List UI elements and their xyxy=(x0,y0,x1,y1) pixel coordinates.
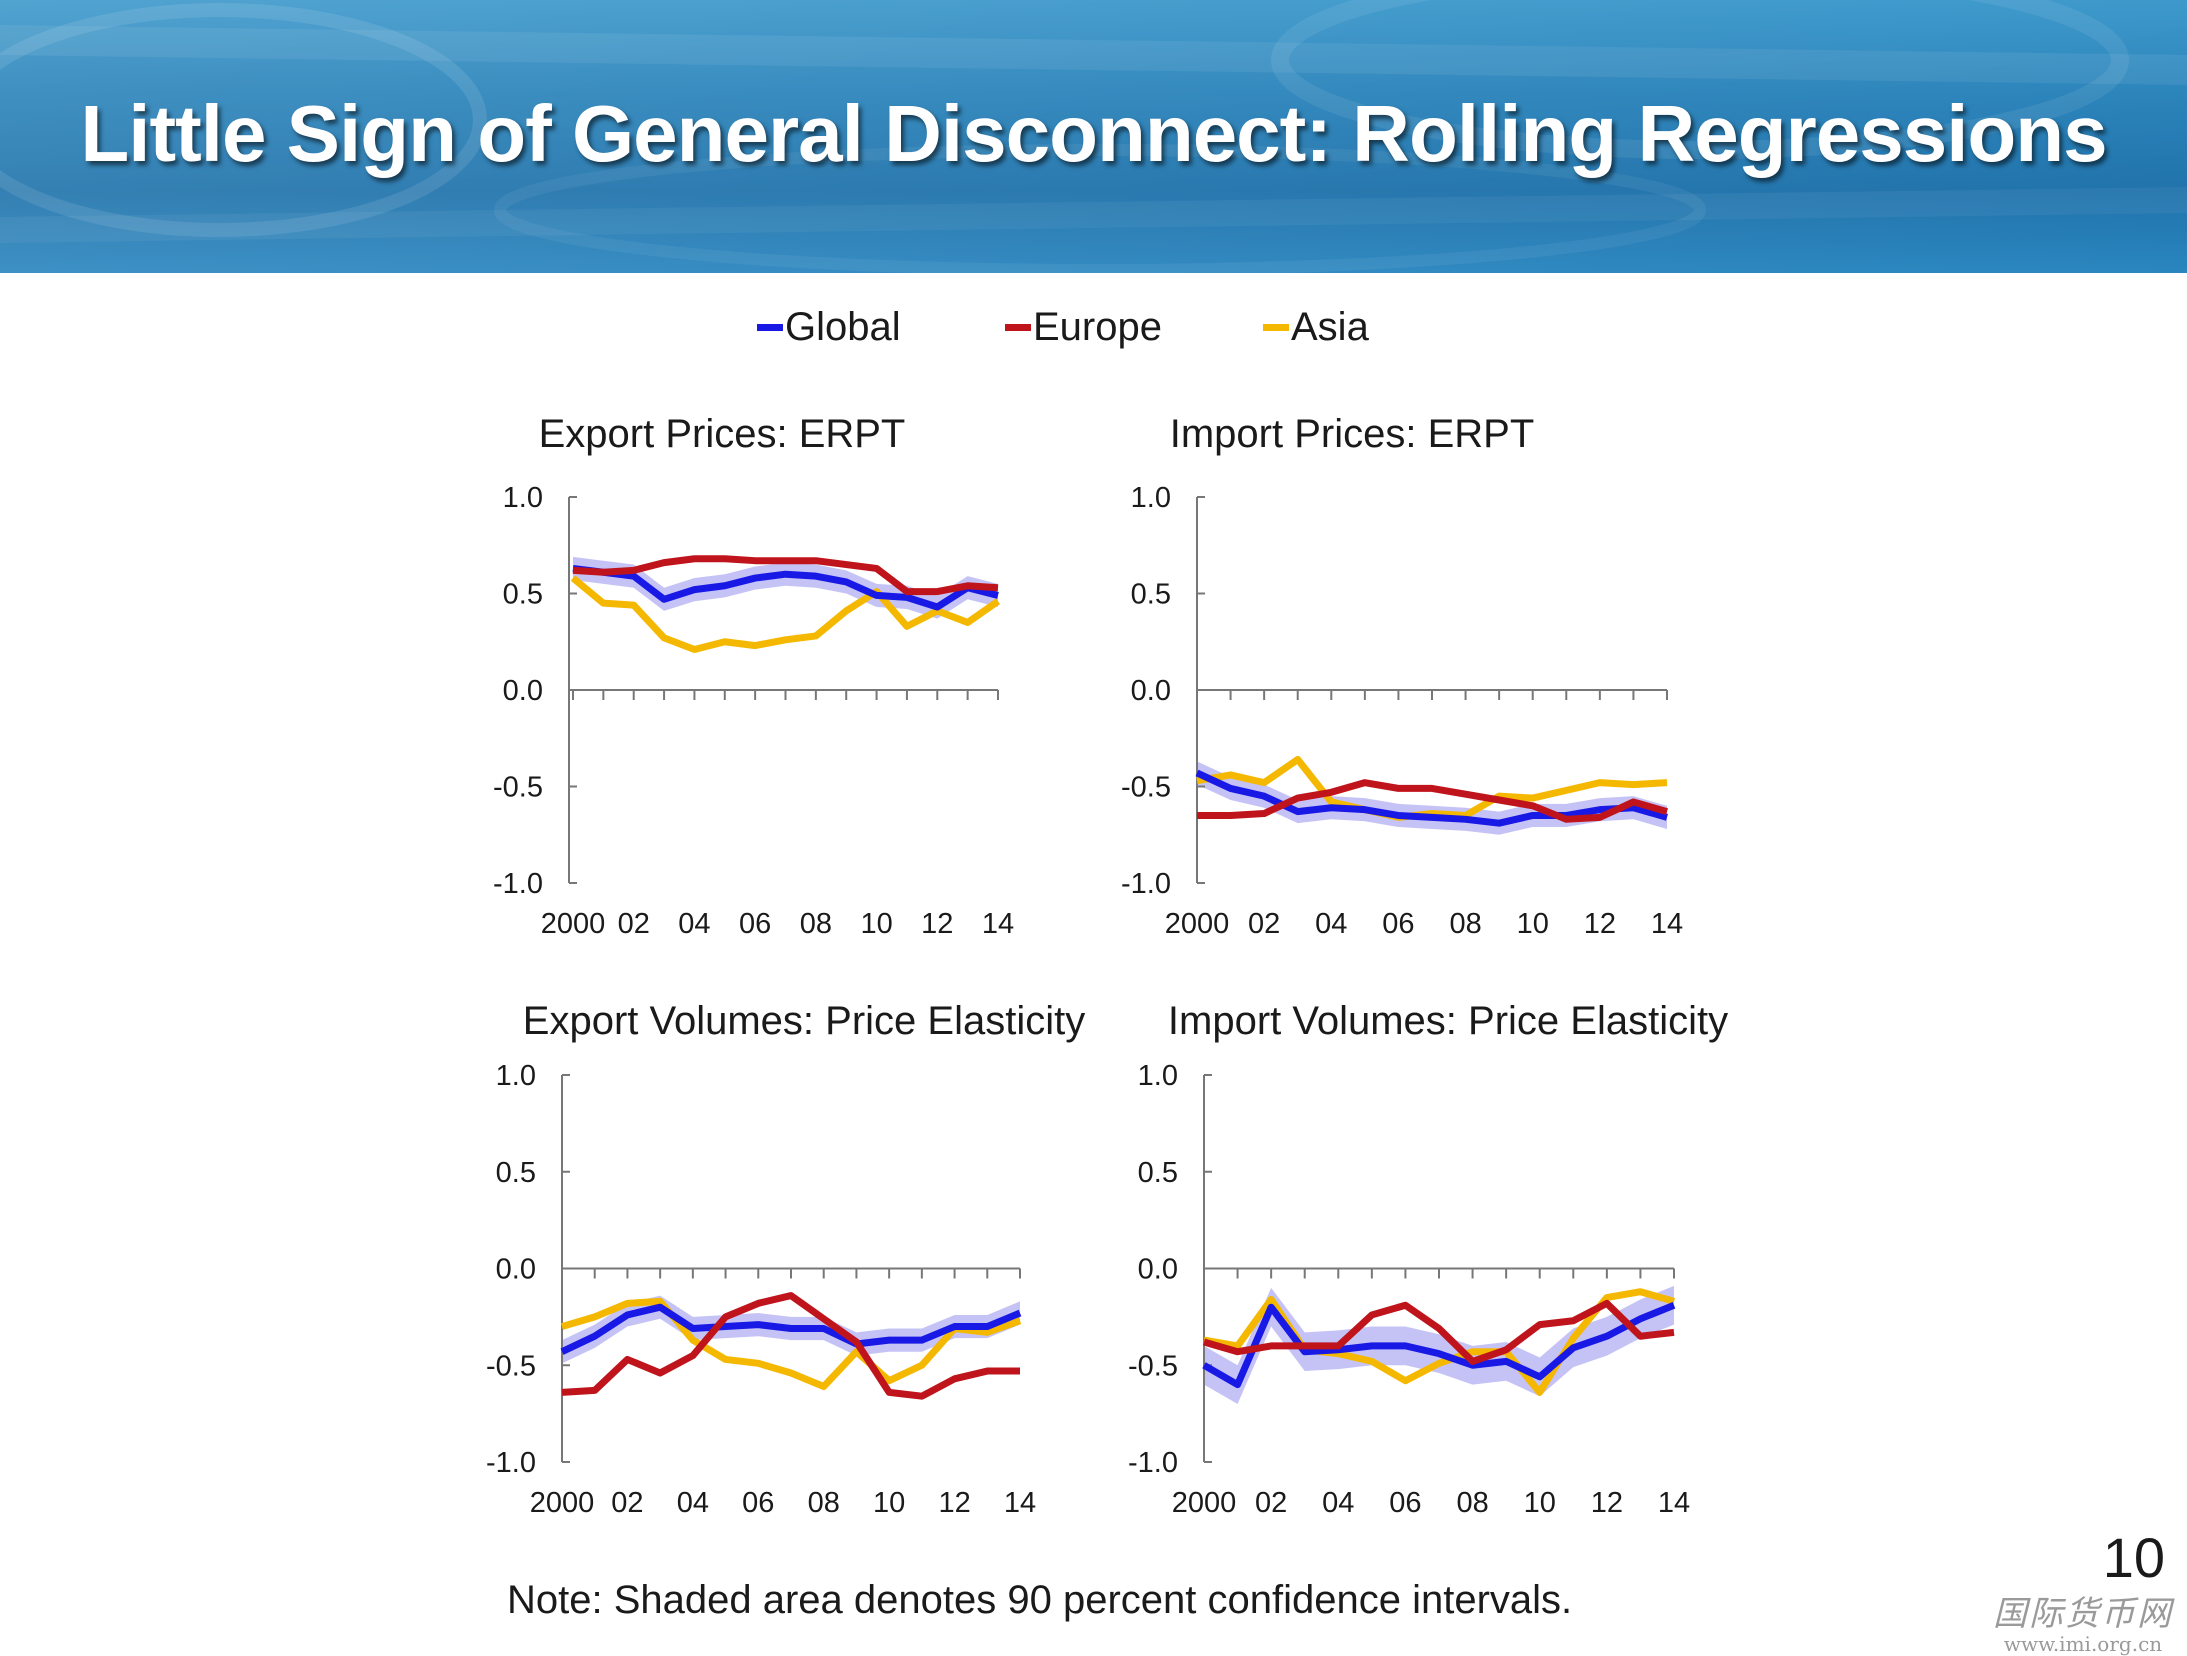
export-volumes-x-tick-label: 10 xyxy=(873,1487,905,1519)
export-prices-europe-line xyxy=(572,555,999,596)
import-volumes-y-tick-label: 1.0 xyxy=(1138,1060,1178,1092)
legend-label-global: Global xyxy=(785,305,901,349)
legend-label-europe: Europe xyxy=(1033,305,1162,349)
export-prices-confidence-band xyxy=(573,556,998,619)
import-volumes-x-tick-label: 04 xyxy=(1322,1487,1354,1519)
export-prices-x-tick-label: 10 xyxy=(860,908,892,940)
export-volumes-global-line xyxy=(560,1303,1022,1355)
import-prices-x-tick-label: 2000 xyxy=(1165,908,1230,940)
legend-item-europe: Europe xyxy=(1005,305,1162,350)
export-volumes-europe-line xyxy=(561,1292,1020,1400)
watermark-text: 国际货币网 xyxy=(1993,1594,2173,1634)
import-prices-y-tick-label: 0.5 xyxy=(1131,579,1171,611)
legend-swatch-global xyxy=(757,324,783,331)
legend-label-asia: Asia xyxy=(1291,305,1369,349)
import-volumes-y-tick-label: 0.0 xyxy=(1138,1254,1178,1286)
import-prices-x-tick-label: 12 xyxy=(1584,908,1616,940)
export-prices-x-tick-label: 08 xyxy=(800,908,832,940)
export-volumes-x-tick-label: 02 xyxy=(611,1487,643,1519)
import-volumes-x-tick-label: 10 xyxy=(1524,1487,1556,1519)
import-prices-x-tick-label: 14 xyxy=(1651,908,1683,940)
import-volumes-x-tick-label: 12 xyxy=(1591,1487,1623,1519)
import-volumes-global-line xyxy=(1202,1302,1676,1389)
export-volumes-x-tick-label: 2000 xyxy=(530,1487,595,1519)
export-prices-x-tick-label: 06 xyxy=(739,908,771,940)
import-prices-x-tick-label: 10 xyxy=(1517,908,1549,940)
import-prices-y-tick-label: 1.0 xyxy=(1131,482,1171,514)
export-volumes-x-tick-label: 06 xyxy=(742,1487,774,1519)
import-volumes-x-tick-label: 2000 xyxy=(1172,1487,1237,1519)
banner-decoration xyxy=(0,0,2187,273)
import-volumes-y-tick-label: 0.5 xyxy=(1138,1157,1178,1189)
export-volumes-asia-line xyxy=(561,1297,1022,1391)
import-prices-europe-line xyxy=(1197,779,1668,823)
import-volumes-y-tick-label: -0.5 xyxy=(1128,1350,1178,1382)
export-volumes-x-tick-label: 12 xyxy=(938,1487,970,1519)
export-volumes-title: Export Volumes: Price Elasticity xyxy=(523,999,1085,1043)
export-prices-title: Export Prices: ERPT xyxy=(539,412,906,456)
export-prices-global-line xyxy=(572,564,999,611)
export-prices-asia-line xyxy=(570,575,1001,653)
export-prices-y-tick-label: -0.5 xyxy=(493,772,543,804)
import-volumes-x-tick-label: 02 xyxy=(1255,1487,1287,1519)
import-prices-y-tick-label: 0.0 xyxy=(1131,675,1171,707)
watermark-url: www.imi.org.cn xyxy=(2003,1632,2163,1656)
footnote: Note: Shaded area denotes 90 percent con… xyxy=(507,1578,1573,1622)
export-prices-y-tick-label: -1.0 xyxy=(493,868,543,900)
import-volumes-europe-line xyxy=(1203,1299,1675,1365)
watermark-logo: 国际货币网 www.imi.org.cn xyxy=(1993,1595,2173,1655)
export-volumes-x-tick-label: 08 xyxy=(808,1487,840,1519)
chart-legend: Global Europe Asia xyxy=(755,305,1395,355)
legend-swatch-asia xyxy=(1263,324,1289,331)
export-prices-x-tick-label: 02 xyxy=(618,908,650,940)
export-volumes-x-tick-label: 04 xyxy=(677,1487,709,1519)
import-prices-y-tick-label: -1.0 xyxy=(1121,868,1171,900)
import-prices-global-line xyxy=(1195,769,1668,827)
import-prices-x-tick-label: 04 xyxy=(1315,908,1347,940)
import-volumes-x-tick-label: 14 xyxy=(1658,1487,1690,1519)
import-volumes-x-tick-label: 08 xyxy=(1456,1487,1488,1519)
import-volumes-x-tick-label: 06 xyxy=(1389,1487,1421,1519)
slide-title: Little Sign of General Disconnect: Rolli… xyxy=(80,89,2107,178)
legend-swatch-europe xyxy=(1005,324,1031,331)
export-prices-y-tick-label: 1.0 xyxy=(503,482,543,514)
export-prices-y-tick-label: 0.0 xyxy=(503,675,543,707)
legend-item-global: Global xyxy=(757,305,901,350)
import-prices-title: Import Prices: ERPT xyxy=(1170,412,1535,456)
legend-item-asia: Asia xyxy=(1263,305,1369,350)
export-volumes-y-tick-label: 1.0 xyxy=(496,1060,536,1092)
export-volumes-y-tick-label: 0.0 xyxy=(496,1254,536,1286)
import-volumes-title: Import Volumes: Price Elasticity xyxy=(1168,999,1728,1043)
export-prices-x-tick-label: 04 xyxy=(678,908,710,940)
import-prices-x-tick-label: 06 xyxy=(1382,908,1414,940)
export-prices-x-tick-label: 2000 xyxy=(541,908,606,940)
import-prices-y-tick-label: -0.5 xyxy=(1121,772,1171,804)
import-prices-x-tick-label: 02 xyxy=(1248,908,1280,940)
export-prices-x-tick-label: 12 xyxy=(921,908,953,940)
title-banner: Little Sign of General Disconnect: Rolli… xyxy=(0,0,2187,273)
export-volumes-y-tick-label: -1.0 xyxy=(486,1447,536,1479)
export-prices-y-tick-label: 0.5 xyxy=(503,579,543,611)
page-number: 10 xyxy=(2102,1526,2165,1589)
export-volumes-y-tick-label: -0.5 xyxy=(486,1350,536,1382)
import-volumes-confidence-band xyxy=(1204,1285,1674,1404)
import-prices-asia-line xyxy=(1196,755,1668,821)
import-volumes-y-tick-label: -1.0 xyxy=(1128,1447,1178,1479)
export-volumes-y-tick-label: 0.5 xyxy=(496,1157,536,1189)
export-prices-x-tick-label: 14 xyxy=(982,908,1014,940)
import-prices-x-tick-label: 08 xyxy=(1449,908,1481,940)
export-volumes-x-tick-label: 14 xyxy=(1004,1487,1036,1519)
